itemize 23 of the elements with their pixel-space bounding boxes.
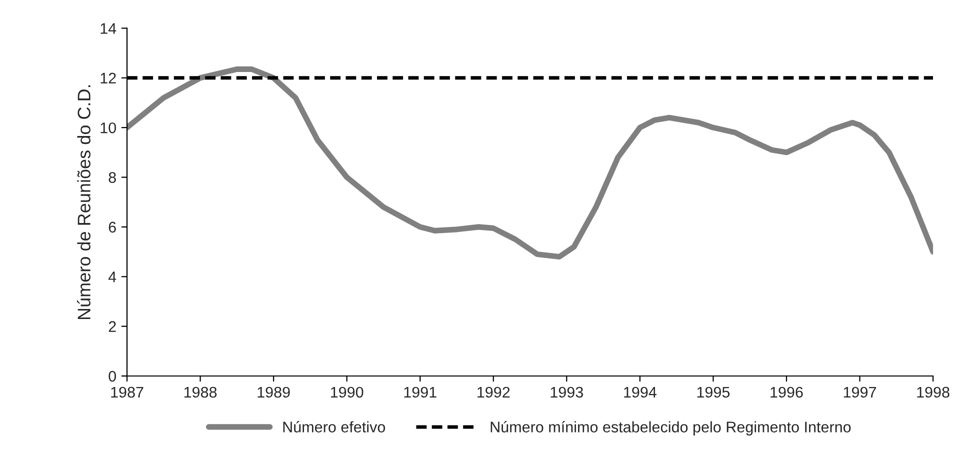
x-tick-label: 1987: [111, 386, 144, 398]
y-tick-label: 10: [100, 122, 116, 134]
x-tick-label: 1989: [258, 386, 290, 398]
legend-label: Número mínimo estabelecido pelo Regimento Interno: [490, 421, 851, 436]
y-tick-label: 14: [100, 23, 116, 34]
y-axis-title: Número de Reuniões do C.D.: [77, 85, 90, 320]
legend-label: Número efetivo: [283, 421, 386, 432]
x-tick-label: 1995: [697, 386, 730, 398]
x-tick-label: 1992: [478, 386, 510, 398]
y-tick-label: 8: [108, 172, 116, 183]
x-tick-label: 1988: [184, 386, 217, 398]
x-tick-label: 1991: [404, 386, 436, 398]
x-tick-label: 1996: [770, 386, 803, 398]
y-tick-label: 12: [100, 72, 116, 84]
x-tick-label: 1997: [844, 386, 876, 398]
x-tick-label: 1998: [917, 386, 950, 398]
x-tick-label: 1993: [550, 386, 583, 398]
x-tick-label: 1994: [624, 386, 656, 398]
x-tick-label: 1990: [331, 386, 364, 398]
y-tick-label: 6: [108, 222, 116, 233]
y-tick-label: 4: [108, 272, 116, 282]
y-tick-label: 0: [108, 370, 116, 382]
y-tick-label: 2: [108, 321, 116, 332]
